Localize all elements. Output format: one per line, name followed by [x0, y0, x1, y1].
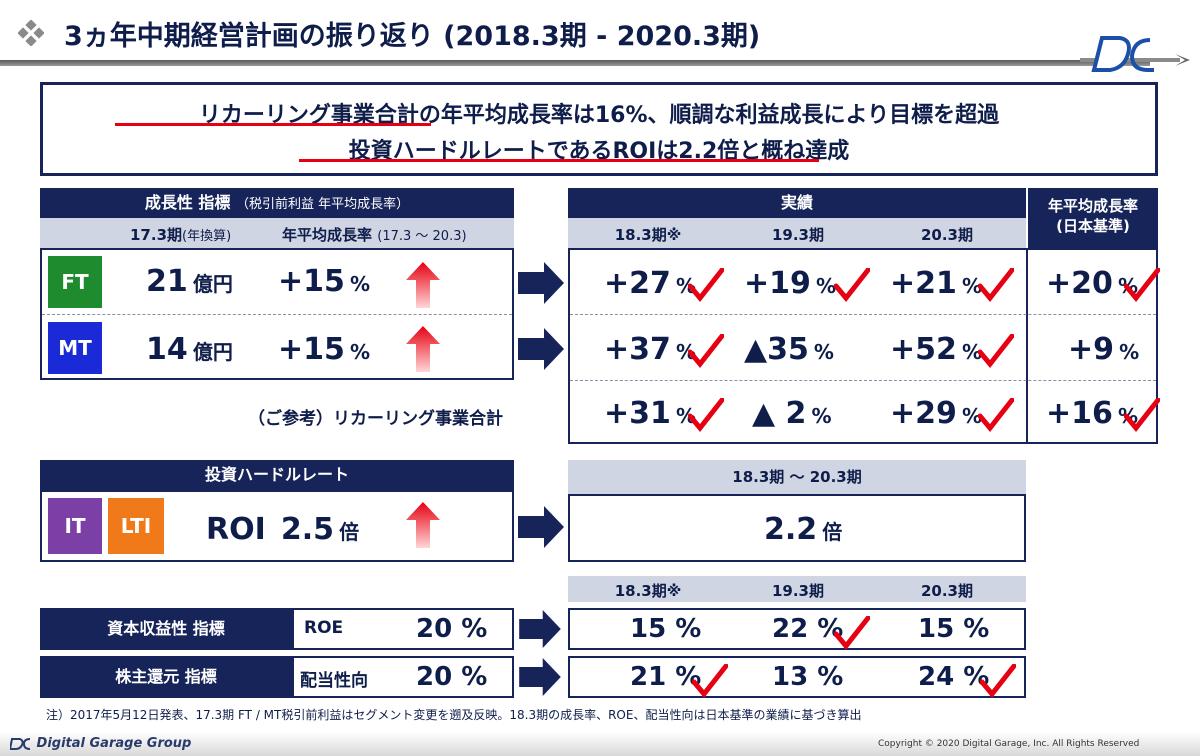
- roe-indicator-label: 資本収益性 指標: [40, 608, 292, 650]
- check-icon: [978, 398, 1014, 432]
- dividend-r2: 13 %: [772, 662, 844, 692]
- right-arrow-icon: [518, 506, 564, 548]
- growth-col1-header: 17.3期(年換算): [130, 226, 232, 244]
- right-arrow-icon: [519, 658, 561, 696]
- results-body: [568, 248, 1158, 444]
- growth-col2-header: 年平均成長率 (17.3 ～ 20.3): [282, 226, 467, 244]
- hurdle-header: 投資ハードルレート: [40, 460, 514, 490]
- check-icon: [688, 268, 724, 302]
- reference-label: （ご参考）リカーリング事業合計: [248, 409, 503, 429]
- capital-period-row: 18.3期※ 19.3期 20.3期: [568, 576, 1026, 602]
- growth-header-label: 成長性 指標: [144, 193, 231, 212]
- roi-result-header: 18.3期 ～ 20.3期: [568, 460, 1026, 494]
- dividend-target: 20 %: [416, 662, 488, 692]
- footer-copyright: Copyright © 2020 Digital Garage, Inc. Al…: [878, 739, 1140, 749]
- check-icon: [978, 268, 1014, 302]
- period-3: 20.3期: [920, 226, 973, 244]
- capital-period-1: 18.3期※: [614, 582, 682, 600]
- result-r2-c1: +37 %: [604, 332, 697, 367]
- roi-result-value: 2.2 倍: [764, 512, 843, 547]
- result-r1-c2: +19 %: [744, 266, 837, 301]
- result-r2-c2: ▲35 %: [744, 332, 834, 367]
- summary-box: リカーリング事業合計の年平均成長率は16%、順調な利益成長により目標を超過 投資…: [40, 82, 1158, 176]
- hurdle-body: [40, 490, 514, 562]
- cagr-header: 年平均成長率 (日本基準): [1028, 188, 1158, 248]
- footer-bar: [0, 732, 1200, 756]
- growth-row-separator: [42, 314, 512, 315]
- check-icon: [980, 664, 1016, 698]
- dividend-metric: 配当性向: [300, 671, 368, 691]
- growth-subheader: 17.3期(年換算) 年平均成長率 (17.3 ～ 20.3): [40, 218, 514, 248]
- roi-target: ROI 2.5 倍: [206, 512, 360, 547]
- roe-r3: 15 %: [918, 614, 990, 644]
- mt-target-value: +15 %: [278, 332, 371, 367]
- check-icon: [834, 616, 870, 650]
- capital-period-3: 20.3期: [920, 582, 973, 600]
- footer-company-name: Digital Garage Group: [36, 736, 192, 751]
- result-r1-c1: +27 %: [604, 266, 697, 301]
- page-title: 3ヵ年中期経営計画の振り返り (2018.3期 - 2020.3期): [64, 21, 761, 52]
- cagr-divider: [1026, 248, 1028, 444]
- right-arrow-icon: [518, 328, 564, 370]
- title-underline: [0, 60, 1150, 66]
- result-r1-c3: +21 %: [890, 266, 983, 301]
- right-arrow-icon: [518, 262, 564, 304]
- summary-underline-1: [115, 123, 431, 126]
- roe-r2: 22 %: [772, 614, 844, 644]
- right-arrow-icon: [519, 610, 561, 648]
- roi-up-arrow-icon: [406, 502, 440, 548]
- footnote: 注）2017年5月12日発表、17.3期 FT / MT税引前利益はセグメント変…: [46, 708, 862, 722]
- check-icon: [1124, 268, 1160, 302]
- results-row-separator: [570, 380, 1156, 381]
- result-r3-c2: ▲ 2 %: [752, 396, 832, 431]
- check-icon: [1124, 398, 1160, 432]
- check-icon: [688, 398, 724, 432]
- capital-period-2: 19.3期: [771, 582, 824, 600]
- lti-tag: LTI: [108, 498, 164, 554]
- roe-r1: 15 %: [630, 614, 702, 644]
- dg-small-logo-icon: [8, 737, 31, 750]
- roe-target: 20 %: [416, 614, 488, 644]
- ft-tag: FT: [48, 256, 102, 308]
- dividend-indicator-label: 株主還元 指標: [40, 656, 292, 698]
- check-icon: [692, 664, 728, 698]
- result-r2-cagr: +9 %: [1068, 332, 1140, 367]
- check-icon: [688, 334, 724, 368]
- period-2: 19.3期: [771, 226, 824, 244]
- it-tag: IT: [48, 498, 102, 554]
- result-r3-c1: +31 %: [604, 396, 697, 431]
- growth-body: [40, 248, 514, 380]
- roi-result-body: [568, 494, 1026, 562]
- mt-up-arrow-icon: [406, 326, 440, 372]
- result-r2-c3: +52 %: [890, 332, 983, 367]
- results-period-row: 18.3期※ 19.3期 20.3期: [568, 218, 1026, 248]
- roe-target-box: [292, 608, 514, 650]
- ft-base-value: 21 億円: [146, 264, 233, 299]
- results-header: 実績: [568, 188, 1026, 218]
- check-icon: [978, 334, 1014, 368]
- ft-target-value: +15 %: [278, 264, 371, 299]
- dividend-r1: 21 %: [630, 662, 702, 692]
- mt-base-value: 14 億円: [146, 332, 233, 367]
- roe-metric: ROE: [304, 618, 344, 638]
- dividend-target-box: [292, 656, 514, 698]
- roe-result-box: [568, 608, 1026, 650]
- period-1: 18.3期※: [614, 226, 682, 244]
- growth-header-note: （税引前利益 年平均成長率）: [236, 197, 410, 212]
- result-r3-c3: +29 %: [890, 396, 983, 431]
- check-icon: [834, 268, 870, 302]
- growth-header: 成長性 指標 （税引前利益 年平均成長率）: [40, 188, 514, 218]
- footer-company: Digital Garage Group: [8, 736, 192, 751]
- dividend-r3: 24 %: [918, 662, 990, 692]
- ft-up-arrow-icon: [406, 262, 440, 308]
- summary-underline-2: [299, 159, 819, 162]
- dividend-result-box: [568, 656, 1026, 698]
- results-row-separator: [570, 314, 1156, 315]
- dg-logo-icon: [1080, 36, 1190, 72]
- diamond-bullet-icon: [18, 20, 44, 46]
- mt-tag: MT: [48, 322, 102, 374]
